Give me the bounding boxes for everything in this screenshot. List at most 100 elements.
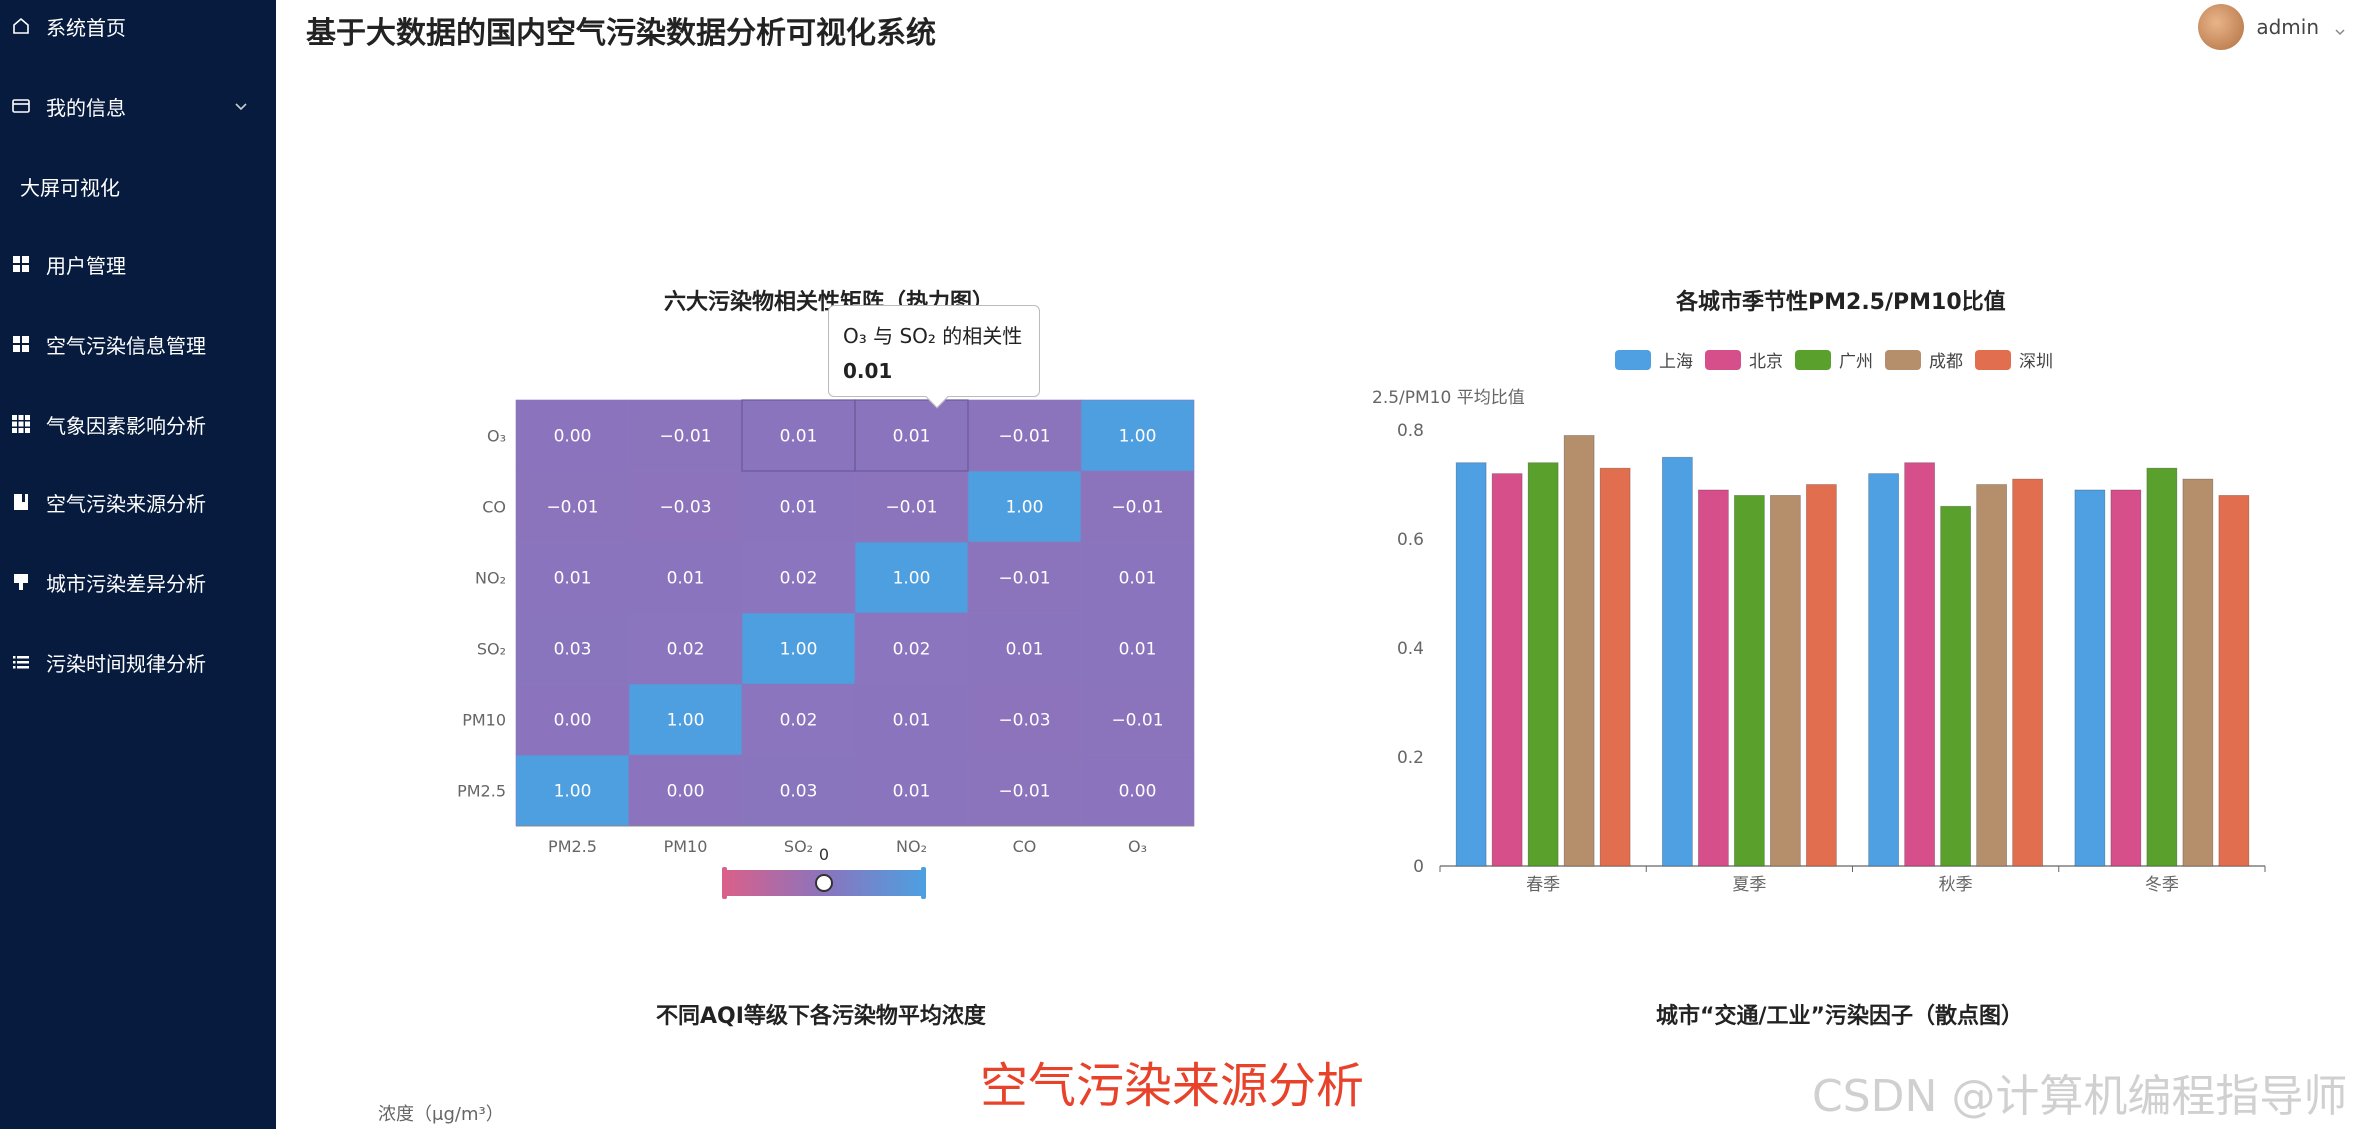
legend-item[interactable]: 北京 bbox=[1705, 350, 1783, 372]
heatmap-cell[interactable] bbox=[628, 399, 743, 472]
heatmap-cell[interactable] bbox=[515, 754, 630, 827]
bar[interactable] bbox=[2110, 489, 2142, 867]
heatmap-cell[interactable] bbox=[515, 541, 630, 614]
pin-icon bbox=[8, 569, 34, 595]
legend-label: 上海 bbox=[1659, 352, 1693, 372]
bar[interactable] bbox=[2074, 489, 2106, 867]
heatmap-cell-label: 0.00 bbox=[667, 782, 705, 802]
bar[interactable] bbox=[1769, 494, 1801, 867]
bar[interactable] bbox=[1805, 484, 1837, 867]
heatmap-cell-label: −0.01 bbox=[998, 782, 1050, 802]
heatmap-cell[interactable] bbox=[854, 399, 969, 472]
heatmap-cell[interactable] bbox=[967, 683, 1082, 756]
heatmap-hover-outline bbox=[854, 399, 969, 472]
heatmap-cell[interactable] bbox=[515, 612, 630, 685]
bar[interactable] bbox=[1599, 467, 1631, 867]
bar[interactable] bbox=[1733, 494, 1765, 867]
legend-item[interactable]: 广州 bbox=[1795, 350, 1873, 372]
bar[interactable] bbox=[1976, 484, 2008, 867]
heatmap-cell[interactable] bbox=[854, 541, 969, 614]
visual-map-handle-right[interactable] bbox=[921, 867, 926, 899]
bar[interactable] bbox=[1904, 462, 1936, 867]
heatmap-cell[interactable] bbox=[515, 470, 630, 543]
heatmap-cell[interactable] bbox=[854, 754, 969, 827]
heatmap-x-tick-label: CO bbox=[1013, 837, 1037, 856]
caret-down-icon bbox=[2335, 22, 2345, 36]
home-icon bbox=[8, 13, 34, 39]
heatmap-cell-label: 0.01 bbox=[554, 569, 592, 589]
legend-item[interactable]: 上海 bbox=[1615, 350, 1693, 372]
sidebar-item-time-pattern[interactable]: 污染时间规律分析 bbox=[0, 636, 276, 688]
y-tick-label: 0.4 bbox=[1397, 639, 1424, 659]
heatmap-cell[interactable] bbox=[854, 470, 969, 543]
legend-item[interactable]: 深圳 bbox=[1975, 350, 2053, 372]
heatmap-chart[interactable]: 1.00 0.00 0.03 0.01 −0.01 0.00 0.00 1.00 0.02 0.0… bbox=[420, 380, 1240, 910]
legend-item[interactable]: 成都 bbox=[1885, 350, 1963, 372]
bar[interactable] bbox=[1697, 489, 1729, 867]
sidebar-item-pollution-info[interactable]: 空气污染信息管理 bbox=[0, 318, 276, 370]
heatmap-y-tick-label: PM2.5 bbox=[457, 782, 506, 801]
heatmap-cell[interactable] bbox=[741, 541, 856, 614]
bar[interactable] bbox=[2146, 467, 2178, 867]
heatmap-cell[interactable] bbox=[1080, 754, 1195, 827]
heatmap-cell[interactable] bbox=[515, 399, 630, 472]
heatmap-cell-label: 0.01 bbox=[1119, 640, 1157, 660]
bar[interactable] bbox=[2218, 494, 2250, 867]
heatmap-cell[interactable] bbox=[741, 754, 856, 827]
chart-tooltip: O₃ 与 SO₂ 的相关性 0.01 bbox=[828, 305, 1040, 409]
heatmap-cell-label: −0.03 bbox=[998, 711, 1050, 731]
heatmap-cell[interactable] bbox=[741, 470, 856, 543]
sidebar-item-my-info[interactable]: 我的信息 bbox=[0, 80, 276, 132]
bar[interactable] bbox=[1563, 435, 1595, 867]
heatmap-cell[interactable] bbox=[967, 612, 1082, 685]
bar[interactable] bbox=[1868, 473, 1900, 867]
sidebar-item-user-management[interactable]: 用户管理 bbox=[0, 238, 276, 290]
heatmap-cell[interactable] bbox=[515, 683, 630, 756]
sidebar-item-label: 用户管理 bbox=[46, 253, 126, 278]
heatmap-cell-label: 0.01 bbox=[780, 427, 818, 447]
heatmap-cell[interactable] bbox=[1080, 683, 1195, 756]
sidebar-item-city-difference[interactable]: 城市污染差异分析 bbox=[0, 556, 276, 608]
sidebar-item-big-screen[interactable]: 大屏可视化 bbox=[0, 160, 276, 212]
heatmap-cell[interactable] bbox=[628, 612, 743, 685]
heatmap-cell[interactable] bbox=[1080, 541, 1195, 614]
bar[interactable] bbox=[1940, 505, 1972, 867]
heatmap-cell[interactable] bbox=[1080, 399, 1195, 472]
sidebar-item-home[interactable]: 系统首页 bbox=[0, 0, 276, 52]
sidebar: 系统首页 我的信息 大屏可视化 用户管理 空气污染信息管理 bbox=[0, 0, 276, 1129]
bar-chart[interactable]: 上海 北京 广州 成都 深圳 2.5/PM10 平均比值 0 0.2 0.4 0.6 0.8 春季 夏季… bbox=[1330, 330, 2310, 910]
heatmap-cell-label: 1.00 bbox=[1006, 498, 1044, 518]
y-tick-label: 0.8 bbox=[1397, 421, 1424, 441]
sidebar-item-pollution-source[interactable]: 空气污染来源分析 bbox=[0, 476, 276, 528]
user-menu[interactable]: admin bbox=[2198, 4, 2345, 50]
heatmap-cell-label: −0.01 bbox=[1111, 711, 1163, 731]
heatmap-cell[interactable] bbox=[1080, 470, 1195, 543]
heatmap-cell-label: 0.00 bbox=[1119, 782, 1157, 802]
tooltip-title: O₃ 与 SO₂ 的相关性 bbox=[843, 324, 1023, 348]
heatmap-cell[interactable] bbox=[628, 541, 743, 614]
sidebar-item-weather-factors[interactable]: 气象因素影响分析 bbox=[0, 398, 276, 450]
visual-map-value-label: 0 bbox=[819, 845, 829, 864]
heatmap-cell[interactable] bbox=[967, 399, 1082, 472]
bar[interactable] bbox=[2012, 478, 2044, 867]
heatmap-cell-label: 0.01 bbox=[1006, 640, 1044, 660]
heatmap-cell[interactable] bbox=[854, 612, 969, 685]
heatmap-cell[interactable] bbox=[741, 399, 856, 472]
bar[interactable] bbox=[1661, 456, 1693, 867]
heatmap-cell[interactable] bbox=[967, 754, 1082, 827]
sidebar-item-label: 城市污染差异分析 bbox=[46, 571, 206, 596]
x-tick-label: 秋季 bbox=[1939, 875, 1973, 895]
heatmap-cell[interactable] bbox=[1080, 612, 1195, 685]
grid-icon bbox=[8, 251, 34, 277]
bar[interactable] bbox=[2182, 478, 2214, 867]
legend-swatch bbox=[1885, 350, 1921, 370]
avatar[interactable] bbox=[2198, 4, 2245, 50]
heatmap-cell-label: 0.01 bbox=[893, 427, 931, 447]
heatmap-cell[interactable] bbox=[628, 470, 743, 543]
heatmap-cell[interactable] bbox=[741, 683, 856, 756]
bar[interactable] bbox=[1491, 473, 1523, 867]
sidebar-item-label: 系统首页 bbox=[46, 15, 126, 40]
bar[interactable] bbox=[1527, 462, 1559, 867]
bar[interactable] bbox=[1455, 462, 1487, 867]
visual-map-handle-left[interactable] bbox=[722, 867, 727, 899]
